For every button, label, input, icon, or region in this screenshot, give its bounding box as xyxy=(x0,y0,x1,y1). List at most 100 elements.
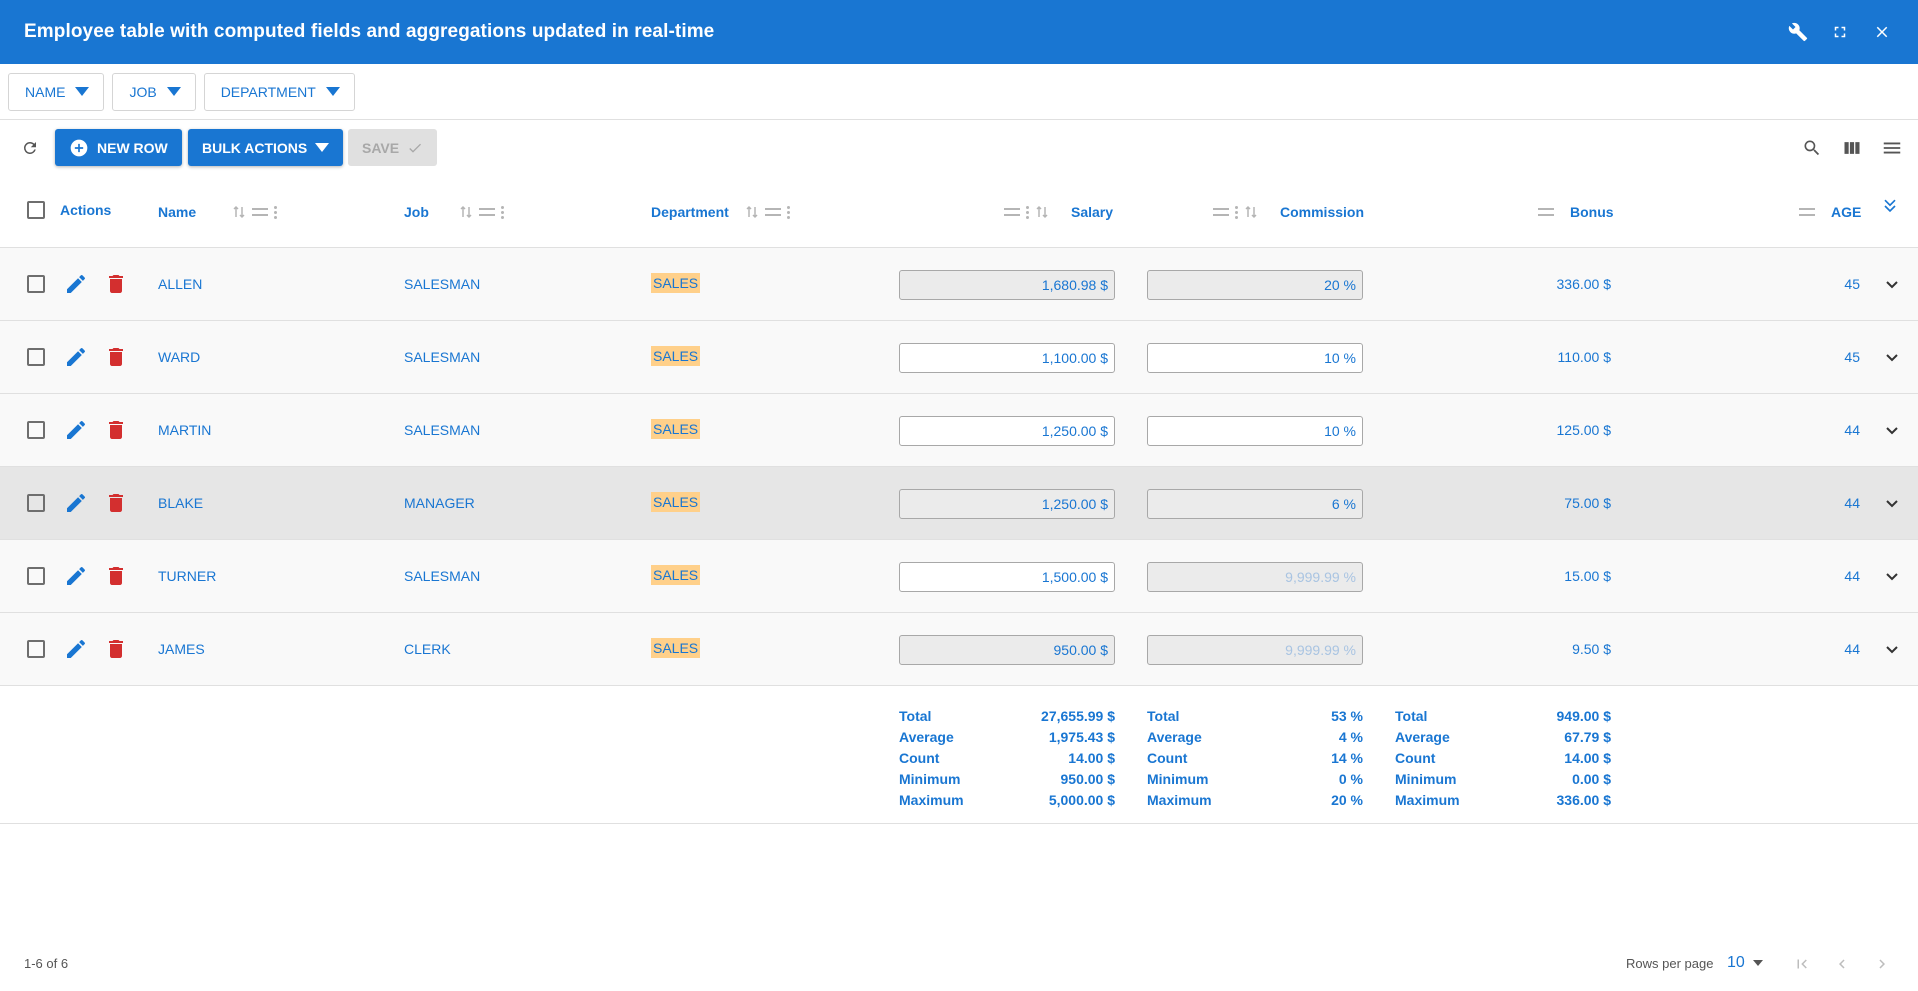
more-vert-icon[interactable] xyxy=(500,205,504,219)
drag-handle-icon[interactable] xyxy=(252,208,269,216)
filter-name-button[interactable]: NAME xyxy=(8,72,105,111)
row-checkbox[interactable] xyxy=(27,421,45,439)
salary-input[interactable]: 1,250.00 $ xyxy=(899,489,1115,519)
close-icon[interactable] xyxy=(1870,18,1894,46)
row-checkbox[interactable] xyxy=(27,494,45,512)
row-checkbox[interactable] xyxy=(27,567,45,585)
edit-icon[interactable] xyxy=(64,418,88,442)
agg-label: Count xyxy=(1147,750,1188,766)
filter-bar: NAME JOB DEPARTMENT xyxy=(0,64,1918,120)
drag-handle-icon[interactable] xyxy=(478,208,495,216)
salary-input[interactable]: 1,250.00 $ xyxy=(899,416,1115,446)
column-header-commission[interactable]: Commission xyxy=(1213,204,1364,220)
filter-department-button[interactable]: DEPARTMENT xyxy=(203,72,355,111)
tools-icon[interactable] xyxy=(1786,18,1810,46)
row-checkbox[interactable] xyxy=(27,640,45,658)
agg-value: 67.79 $ xyxy=(1564,729,1611,745)
cell-department: SALES xyxy=(651,346,701,366)
aggregation-footer: Total 27,655.99 $ Average 1,975.43 $ Count… xyxy=(0,686,1918,824)
bulk-actions-button[interactable]: BULK ACTIONS xyxy=(188,129,344,166)
cell-name: MARTIN xyxy=(158,422,212,438)
salary-input[interactable]: 950.00 $ xyxy=(899,635,1115,665)
filter-job-button[interactable]: JOB xyxy=(112,72,196,111)
agg-label: Minimum xyxy=(1395,771,1457,787)
salary-input[interactable]: 1,500.00 $ xyxy=(899,562,1115,592)
cell-age: 45 xyxy=(1844,276,1860,292)
refresh-icon[interactable] xyxy=(18,136,42,160)
commission-input[interactable]: 9,999.99 % xyxy=(1147,635,1363,665)
chevron-down-icon[interactable] xyxy=(1880,272,1904,296)
next-page-icon[interactable] xyxy=(1870,952,1894,976)
drag-handle-icon[interactable] xyxy=(1213,208,1229,216)
column-header-name[interactable]: Name xyxy=(158,204,278,220)
sort-icon[interactable] xyxy=(745,205,759,219)
cell-job: CLERK xyxy=(404,641,451,657)
edit-icon[interactable] xyxy=(64,564,88,588)
column-header-job[interactable]: Job xyxy=(404,204,504,220)
edit-icon[interactable] xyxy=(64,637,88,661)
rows-per-page-select[interactable]: 10 xyxy=(1727,954,1763,972)
filter-label: JOB xyxy=(129,83,157,100)
delete-icon[interactable] xyxy=(104,272,128,296)
salary-input[interactable]: 1,100.00 $ xyxy=(899,343,1115,373)
column-header-actions: Actions xyxy=(60,202,111,218)
cell-age: 44 xyxy=(1844,422,1860,438)
edit-icon[interactable] xyxy=(64,345,88,369)
fullscreen-icon[interactable] xyxy=(1828,18,1852,46)
drag-handle-icon[interactable] xyxy=(1538,208,1554,216)
more-vert-icon[interactable] xyxy=(1026,205,1029,219)
agg-value: 20 % xyxy=(1331,792,1363,808)
drag-handle-icon[interactable] xyxy=(764,208,781,216)
delete-icon[interactable] xyxy=(104,564,128,588)
commission-input[interactable]: 6 % xyxy=(1147,489,1363,519)
menu-icon[interactable] xyxy=(1880,136,1904,160)
chevron-down-icon[interactable] xyxy=(1880,345,1904,369)
commission-input[interactable]: 10 % xyxy=(1147,343,1363,373)
delete-icon[interactable] xyxy=(104,345,128,369)
commission-input[interactable]: 10 % xyxy=(1147,416,1363,446)
select-all-checkbox[interactable] xyxy=(27,201,45,219)
sort-icon[interactable] xyxy=(1035,205,1049,219)
cell-job: SALESMAN xyxy=(404,568,481,584)
commission-input[interactable]: 20 % xyxy=(1147,270,1363,300)
row-checkbox[interactable] xyxy=(27,275,45,293)
more-vert-icon[interactable] xyxy=(1235,205,1238,219)
expand-all-icon[interactable] xyxy=(1880,196,1900,219)
more-vert-icon[interactable] xyxy=(274,205,278,219)
commission-input[interactable]: 9,999.99 % xyxy=(1147,562,1363,592)
previous-page-icon[interactable] xyxy=(1830,952,1854,976)
new-row-button[interactable]: NEW ROW xyxy=(55,129,182,166)
edit-icon[interactable] xyxy=(64,272,88,296)
agg-label: Average xyxy=(899,729,954,745)
chevron-down-icon[interactable] xyxy=(1880,491,1904,515)
column-label: Bonus xyxy=(1570,204,1614,220)
agg-label: Average xyxy=(1147,729,1202,745)
drag-handle-icon[interactable] xyxy=(1004,208,1020,216)
chevron-down-icon[interactable] xyxy=(1880,564,1904,588)
agg-label: Total xyxy=(899,708,932,724)
sort-icon[interactable] xyxy=(459,205,473,219)
columns-icon[interactable] xyxy=(1840,136,1864,160)
column-header-department[interactable]: Department xyxy=(651,204,790,220)
row-checkbox[interactable] xyxy=(27,348,45,366)
table-row: ALLEN SALESMAN SALES 1,680.98 $ 20 % 336… xyxy=(0,248,1918,321)
salary-input[interactable]: 1,680.98 $ xyxy=(899,270,1115,300)
sort-icon[interactable] xyxy=(232,205,246,219)
more-vert-icon[interactable] xyxy=(786,205,790,219)
column-header-bonus[interactable]: Bonus xyxy=(1538,204,1614,220)
chevron-down-icon[interactable] xyxy=(1880,418,1904,442)
delete-icon[interactable] xyxy=(104,637,128,661)
sort-icon[interactable] xyxy=(1244,205,1258,219)
delete-icon[interactable] xyxy=(104,418,128,442)
first-page-icon[interactable] xyxy=(1790,952,1814,976)
column-header-age[interactable]: AGE xyxy=(1799,204,1861,220)
chevron-down-icon[interactable] xyxy=(1880,637,1904,661)
table-row: TURNER SALESMAN SALES 1,500.00 $ 9,999.9… xyxy=(0,540,1918,613)
save-button[interactable]: SAVE xyxy=(348,129,438,166)
delete-icon[interactable] xyxy=(104,491,128,515)
column-header-salary[interactable]: Salary xyxy=(1004,204,1113,220)
cell-age: 44 xyxy=(1844,641,1860,657)
search-icon[interactable] xyxy=(1800,136,1824,160)
drag-handle-icon[interactable] xyxy=(1799,208,1815,216)
edit-icon[interactable] xyxy=(64,491,88,515)
